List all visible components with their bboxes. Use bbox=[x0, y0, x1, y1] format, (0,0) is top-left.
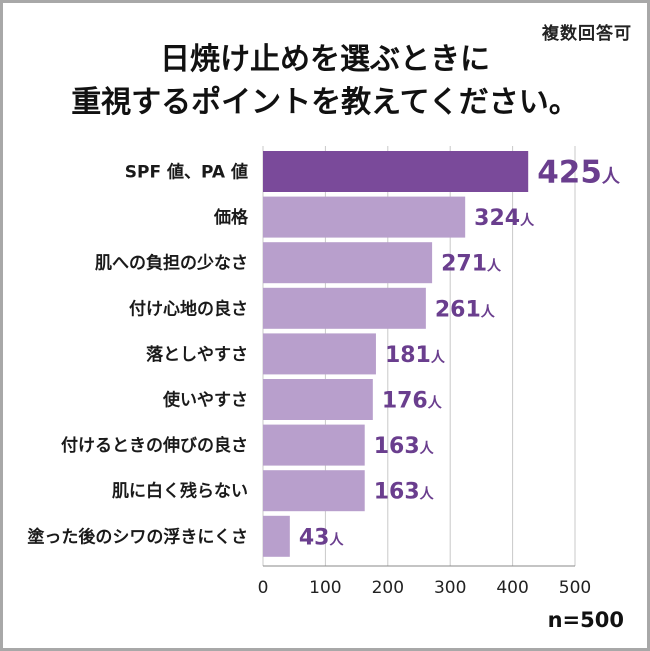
category-label: 肌への負担の少なさ bbox=[95, 254, 248, 274]
bar bbox=[263, 196, 466, 238]
bar bbox=[263, 470, 365, 512]
x-tick-label: 300 bbox=[434, 578, 466, 598]
sample-size: n=500 bbox=[547, 608, 624, 632]
x-tick-label: 0 bbox=[258, 578, 269, 598]
data-label: 43人 bbox=[299, 525, 345, 550]
data-label: 425人 bbox=[537, 155, 621, 191]
bar bbox=[263, 242, 433, 284]
data-label: 324人 bbox=[474, 206, 535, 231]
bar bbox=[263, 379, 373, 420]
category-label: SPF 値、PA 値 bbox=[125, 162, 248, 183]
data-label: 163人 bbox=[374, 480, 435, 505]
category-label: 付けるときの伸びの良さ bbox=[61, 435, 248, 456]
bar bbox=[263, 515, 290, 557]
x-tick-label: 200 bbox=[372, 578, 404, 598]
data-label: 271人 bbox=[441, 252, 502, 277]
data-label: 163人 bbox=[374, 434, 435, 459]
category-label: 塗った後のシワの浮きにくさ bbox=[27, 526, 248, 547]
x-tick-label: 100 bbox=[309, 578, 341, 598]
chart-title-line2: 重視するポイントを教えてください。 bbox=[71, 85, 579, 120]
category-label: 肌に白く残らない bbox=[112, 481, 248, 502]
data-label: 261人 bbox=[435, 297, 496, 322]
data-label: 176人 bbox=[382, 389, 443, 414]
data-label: 181人 bbox=[385, 343, 446, 368]
bar bbox=[263, 151, 529, 192]
x-tick-label: 400 bbox=[496, 578, 528, 598]
bar bbox=[263, 333, 376, 375]
category-label: 価格 bbox=[213, 207, 249, 228]
chart-title-line1: 日焼け止めを選ぶときに bbox=[160, 42, 490, 77]
multiple-answers-note: 複数回答可 bbox=[542, 24, 632, 44]
bar bbox=[263, 424, 365, 466]
x-tick-label: 500 bbox=[559, 578, 591, 598]
category-label: 使いやすさ bbox=[162, 390, 248, 411]
bar bbox=[263, 287, 426, 329]
category-label: 付け心地の良さ bbox=[129, 298, 248, 319]
category-label: 落としやすさ bbox=[146, 345, 248, 365]
